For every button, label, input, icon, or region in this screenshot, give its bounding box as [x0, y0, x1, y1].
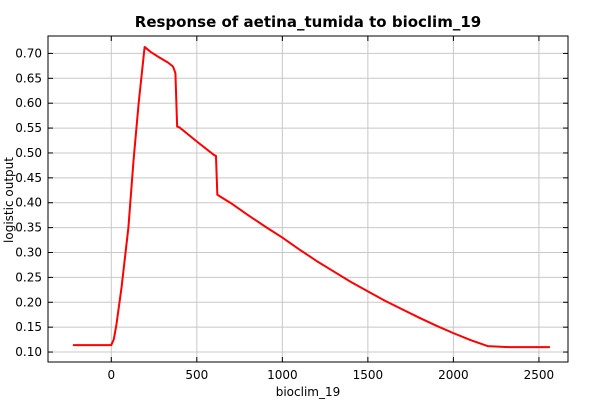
y-tick-label: 0.20: [15, 295, 42, 309]
y-tick-label: 0.55: [15, 121, 42, 135]
y-tick-label: 0.30: [15, 246, 42, 260]
y-tick-label: 0.40: [15, 196, 42, 210]
x-tick-label: 2500: [524, 368, 555, 382]
chart-title: Response of aetina_tumida to bioclim_19: [135, 13, 481, 31]
x-tick-label: 1500: [353, 368, 384, 382]
x-tick-label: 500: [185, 368, 208, 382]
x-tick-label: 1000: [267, 368, 298, 382]
response-curve-line: [72, 45, 551, 349]
x-axis-title: bioclim_19: [276, 385, 341, 399]
y-tick-label: 0.35: [15, 221, 42, 235]
y-tick-label: 0.45: [15, 171, 42, 185]
x-tick-label: 2000: [438, 368, 469, 382]
y-tick-label: 0.65: [15, 71, 42, 85]
plot-area-frame: [47, 35, 569, 363]
y-tick-label: 0.15: [15, 320, 42, 334]
y-tick-label: 0.50: [15, 146, 42, 160]
y-tick-label: 0.60: [15, 96, 42, 110]
y-tick-label: 0.10: [15, 345, 42, 359]
y-tick-label: 0.70: [15, 46, 42, 60]
y-axis-title: logistic output: [2, 157, 16, 243]
plot-area-border: [47, 35, 569, 363]
x-tick-label: 0: [107, 368, 115, 382]
y-tick-label: 0.25: [15, 270, 42, 284]
